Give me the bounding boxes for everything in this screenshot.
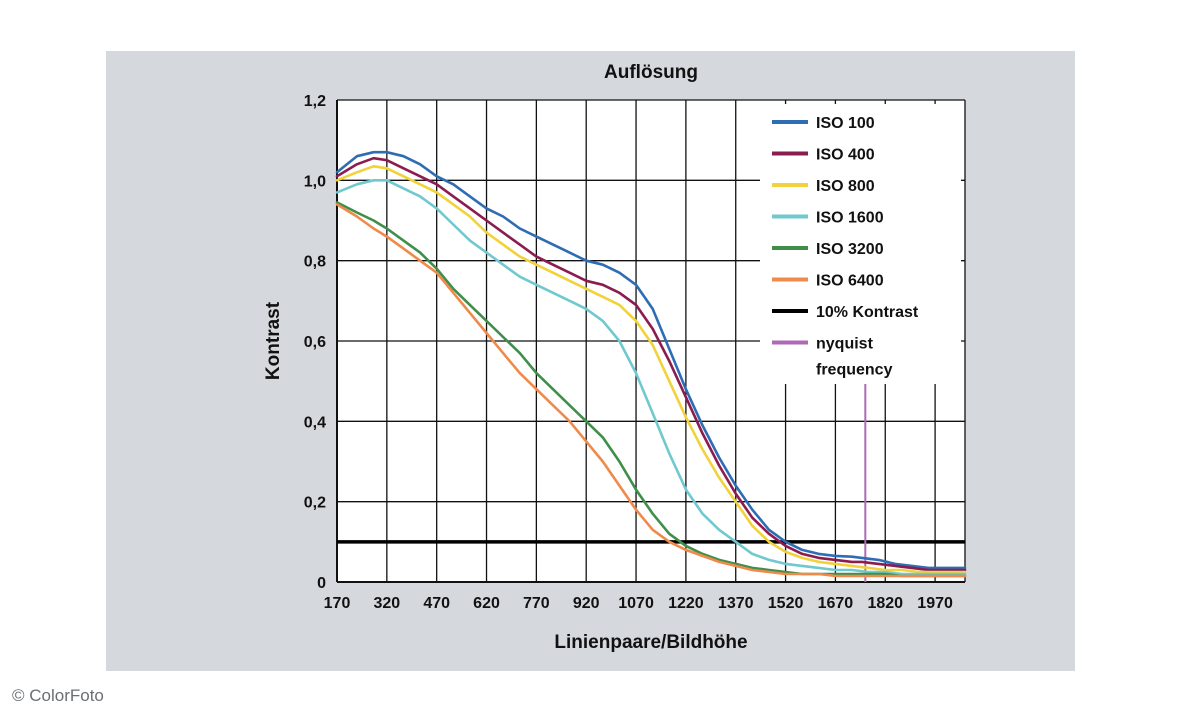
x-tick-label: 1370	[718, 595, 754, 612]
legend-label: nyquist	[816, 336, 874, 353]
x-tick-label: 470	[423, 595, 450, 612]
x-tick-label: 920	[573, 595, 600, 612]
y-tick-label: 0,6	[304, 334, 326, 351]
x-tick-label: 770	[523, 595, 550, 612]
x-tick-label: 1670	[818, 595, 854, 612]
series-line	[335, 150, 967, 570]
copyright-credit: © ColorFoto	[12, 686, 104, 705]
y-tick-label: 0,8	[304, 254, 326, 271]
series-line	[335, 165, 967, 574]
series-line	[335, 179, 967, 576]
legend-box	[760, 104, 961, 384]
legend-label: ISO 3200	[816, 241, 884, 258]
x-tick-label: 1970	[917, 595, 953, 612]
series-line	[335, 201, 967, 578]
x-tick-label: 620	[473, 595, 500, 612]
legend-label: ISO 100	[816, 115, 875, 132]
x-axis-title: Linienpaare/Bildhöhe	[554, 632, 747, 653]
y-tick-label: 1,2	[304, 93, 326, 110]
chart-panel: Auflösung ISO 100 ISO 400 ISO 800 ISO 1600 I…	[106, 51, 1075, 671]
legend-label: ISO 1600	[816, 210, 884, 227]
legend-label: 10% Kontrast	[816, 304, 919, 321]
x-tick-label: 1820	[867, 595, 903, 612]
data-series	[335, 150, 967, 578]
x-tick-label: 320	[373, 595, 400, 612]
chart-title: Auflösung	[604, 62, 698, 83]
x-tick-label: 1220	[668, 595, 704, 612]
y-tick-labels: 0 0,2 0,4 0,6 0,8 1,0 1,2	[304, 93, 326, 592]
x-tick-label: 1070	[618, 595, 654, 612]
series-line	[335, 156, 967, 572]
legend-label: ISO 6400	[816, 273, 884, 290]
legend-label: frequency	[816, 362, 893, 379]
legend-label: ISO 800	[816, 178, 875, 195]
legend-label: ISO 400	[816, 147, 875, 164]
y-tick-label: 0	[317, 575, 326, 592]
x-tick-label: 170	[324, 595, 351, 612]
y-tick-label: 0,2	[304, 495, 326, 512]
y-tick-label: 1,0	[304, 173, 326, 190]
y-axis-title: Kontrast	[263, 301, 284, 380]
reference-lines	[337, 384, 965, 582]
series-line	[335, 203, 967, 578]
y-tick-label: 0,4	[304, 414, 326, 431]
x-tick-label: 1520	[768, 595, 804, 612]
legend: ISO 100 ISO 400 ISO 800 ISO 1600 ISO 3200 ISO…	[760, 104, 961, 384]
x-tick-labels: 170 320 470 620 770 920 1070 1220 1370 1520 1670 18…	[324, 595, 953, 612]
